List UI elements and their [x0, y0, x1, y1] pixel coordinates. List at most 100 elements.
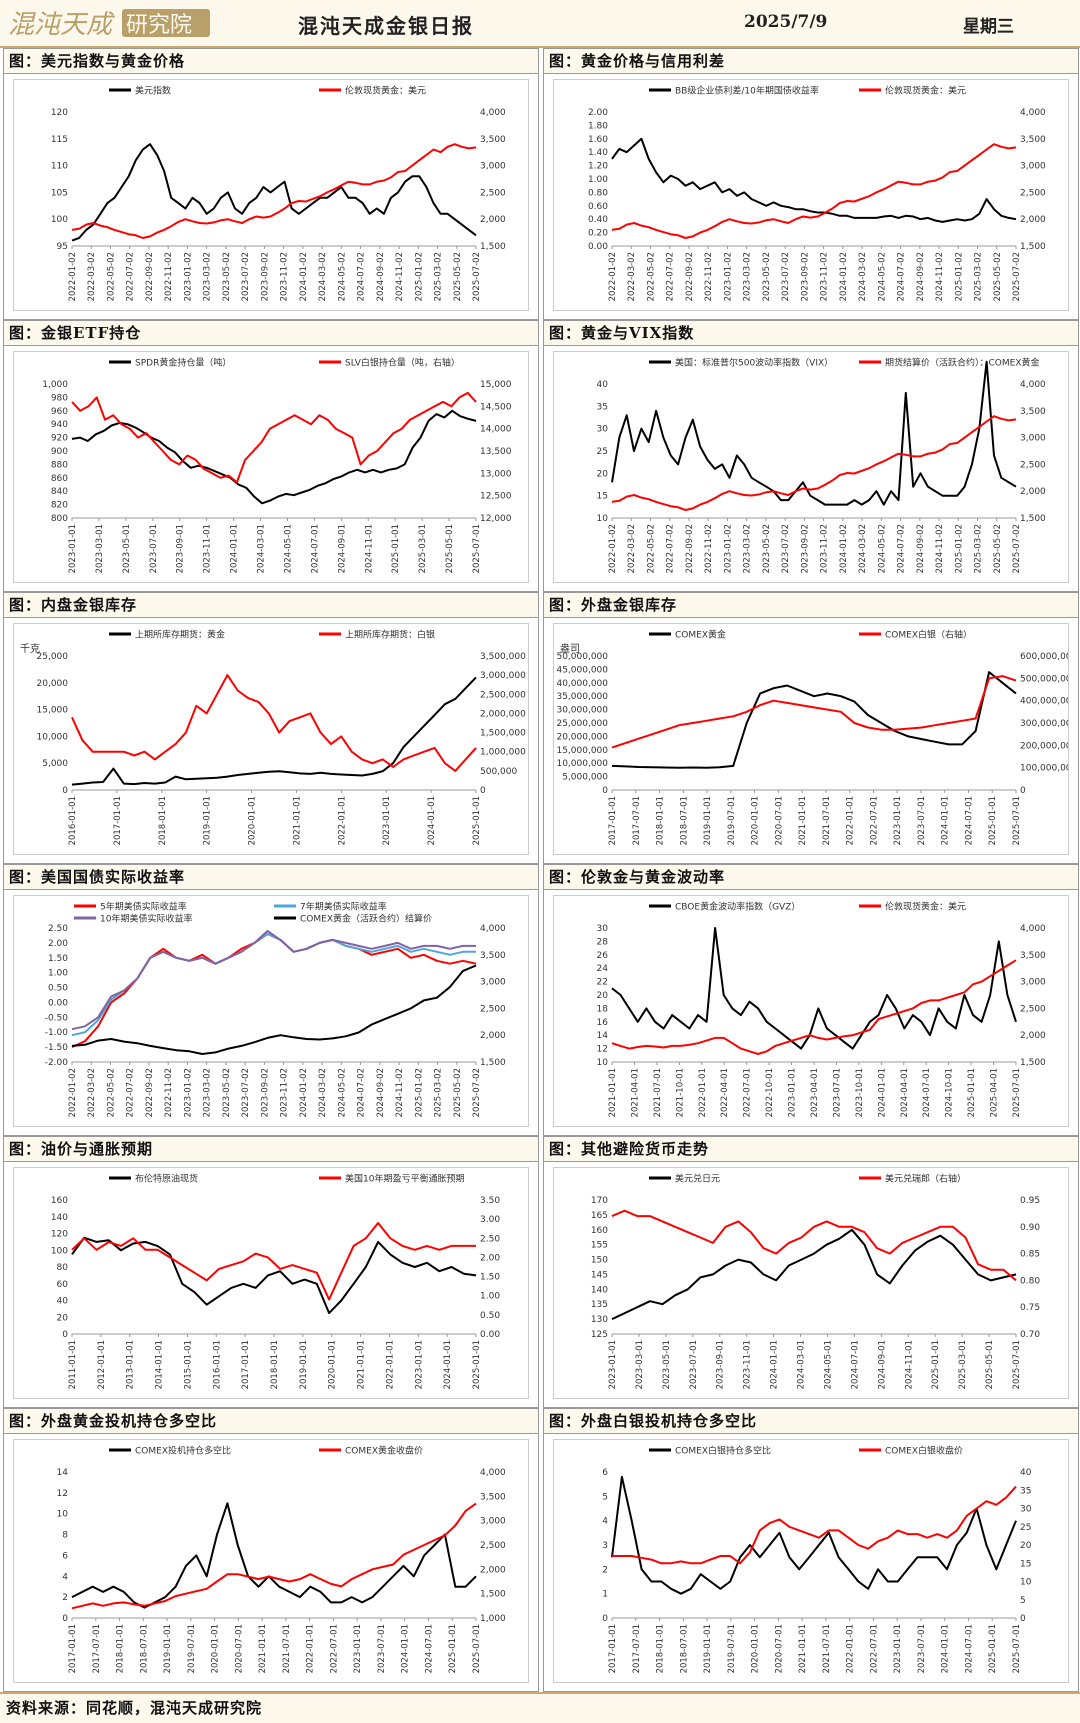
x-tick-label: 2023-07-02 — [781, 252, 791, 301]
chart-panel: 图：伦敦金与黄金波动率 CBOE黄金波动率指数（GVZ） 伦敦现货黄金：美元 10 12… — [543, 864, 1079, 1136]
x-tick-label: 2018-01-01 — [656, 796, 666, 845]
y-right-tick: 4,000 — [1020, 924, 1046, 934]
y-right-tick: 3,000 — [1020, 434, 1046, 444]
x-tick-label: 2023-07-01 — [689, 1340, 699, 1389]
chart-area: BB级企业债利差/10年期国债收益率 伦敦现货黄金：美元 0.00 0.20 0.40 0… — [553, 79, 1069, 311]
y-left-tick: 140 — [51, 1213, 68, 1223]
y-right-tick: 1,500 — [480, 1590, 506, 1600]
y-left-tick: 5 — [602, 1492, 608, 1502]
x-tick-label: 2025-05-02 — [993, 524, 1003, 573]
x-tick-label: 2017-01-01 — [241, 1340, 251, 1389]
legend-label: 美国10年期盈亏平衡通胀预期 — [345, 1173, 464, 1185]
report-title: 混沌天成金银日报 — [298, 14, 474, 38]
x-tick-label: 2017-01-01 — [68, 1624, 78, 1673]
series-line — [611, 143, 1017, 239]
x-tick-label: 2017-01-01 — [608, 796, 618, 845]
y-right-tick: 2,000 — [1020, 487, 1046, 497]
x-tick-label: 2024-01-01 — [941, 796, 951, 845]
y-right-tick: 3,500 — [480, 135, 506, 145]
x-tick-label: 2023-07-01 — [377, 1624, 387, 1673]
x-tick-label: 2024-05-02 — [337, 252, 347, 301]
chart-area: 布伦特原油现货 美国10年期盈亏平衡通胀预期 0 20 40 60 80 100 120 140 1… — [13, 1167, 529, 1399]
x-tick-label: 2023-05-02 — [762, 252, 772, 301]
x-tick-label: 2025-03-01 — [418, 524, 428, 573]
y-left-tick: 30 — [597, 924, 609, 934]
x-tick-label: 2025-07-02 — [472, 252, 482, 301]
x-tick-label: 2020-07-01 — [234, 1624, 244, 1673]
y-right-tick: 3,500 — [1020, 951, 1046, 961]
x-tick-label: 2023-07-02 — [241, 1068, 251, 1117]
x-tick-label: 2022-07-02 — [126, 252, 136, 301]
y-left-tick: 95 — [57, 242, 68, 252]
x-tick-label: 2025-01-01 — [988, 796, 998, 845]
x-tick-label: 2022-04-01 — [720, 1068, 730, 1117]
y-right-tick: 3,500,000 — [480, 652, 526, 662]
legend-label: 美元指数 — [135, 85, 171, 97]
y-left-tick: -1.00 — [45, 1028, 69, 1038]
x-tick-label: 2023-01-02 — [183, 252, 193, 301]
y-right-tick: 5 — [1020, 1596, 1026, 1606]
legend-label: 上期所库存期货：黄金 — [135, 629, 225, 641]
legend-entry: 美国10年期盈亏平衡通胀预期 — [319, 1173, 464, 1185]
x-tick-label: 2024-01-02 — [839, 252, 849, 301]
x-tick-label: 2023-11-02 — [820, 252, 830, 301]
y-left-tick: 125 — [591, 1330, 608, 1340]
x-tick-label: 2018-01-01 — [270, 1340, 280, 1389]
x-tick-label: 2020-01-01 — [751, 796, 761, 845]
x-tick-label: 2025-07-01 — [1012, 1068, 1022, 1117]
legend-label: 伦敦现货黄金：美元 — [345, 85, 426, 97]
y-left-tick: 920 — [51, 434, 68, 444]
chart-title: 图：美国国债实际收益率 — [4, 865, 538, 890]
x-tick-label: 2023-09-02 — [800, 524, 810, 573]
x-tick-label: 2024-01-01 — [230, 524, 240, 573]
x-tick-label: 2023-11-02 — [280, 1068, 290, 1117]
y-left-tick: 26 — [597, 951, 609, 961]
y-left-tick: 0 — [602, 786, 608, 796]
chart-area: 美国：标准普尔500波动率指数（VIX） 期货结算价（活跃合约）：COMEX黄金 1… — [553, 351, 1069, 583]
y-left-tick: 25,000 — [37, 652, 69, 662]
y-left-tick: 20 — [57, 1313, 69, 1323]
chart-area: 上期所库存期货：黄金 上期所库存期货：白银 千克 0 5,000 10,000 15,000… — [13, 623, 529, 855]
x-tick-label: 2024-07-01 — [310, 524, 320, 573]
y-left-tick: 5,000 — [42, 759, 68, 769]
y-left-tick: 880 — [51, 460, 68, 470]
x-tick-label: 2022-09-02 — [145, 252, 155, 301]
y-left-tick: 45,000,000 — [556, 665, 608, 675]
legend-entry: 布伦特原油现货 — [109, 1173, 198, 1185]
line-chart: COMEX黄金 COMEX白银（右轴） 盎司 0 5,000,000 10,000,000… — [556, 629, 1068, 846]
x-tick-label: 2025-03-02 — [974, 524, 984, 573]
series-line — [71, 409, 477, 505]
x-tick-label: 2022-05-02 — [106, 252, 116, 301]
legend-label: COMEX白银收盘价 — [885, 1445, 963, 1457]
y-right-tick: 4,000 — [480, 924, 506, 934]
y-right-tick: 3,000 — [1020, 162, 1046, 172]
legend-entry: 10年期美债实际收益率 — [74, 913, 192, 925]
y-left-tick: 120 — [51, 108, 68, 118]
legend-entry: COMEX白银持仓多空比 — [649, 1445, 771, 1457]
y-right-tick: 2,000 — [1020, 1031, 1046, 1041]
y-right-tick: 3.00 — [480, 1215, 500, 1225]
x-tick-label: 2023-01-02 — [183, 1068, 193, 1117]
chart-area: COMEX投机持仓多空比 COMEX黄金收盘价 0 2 4 6 8 10 12 14 1,000 1,… — [13, 1439, 529, 1683]
x-tick-label: 2024-01-01 — [443, 1340, 453, 1389]
x-tick-label: 2017-07-01 — [92, 1624, 102, 1673]
y-right-tick: 0 — [480, 786, 486, 796]
x-tick-label: 2023-07-01 — [832, 1068, 842, 1117]
x-tick-label: 2025-04-01 — [990, 1068, 1000, 1117]
x-tick-label: 2024-10-01 — [945, 1068, 955, 1117]
x-tick-label: 2014-01-01 — [155, 1340, 165, 1389]
x-tick-label: 2022-11-02 — [704, 524, 714, 573]
x-tick-label: 2018-01-01 — [656, 1624, 666, 1673]
x-tick-label: 2022-01-01 — [698, 1068, 708, 1117]
y-left-tick: 10 — [57, 1510, 69, 1520]
x-tick-label: 2025-01-02 — [414, 252, 424, 301]
y-left-tick: 25 — [597, 447, 608, 457]
x-tick-label: 2023-01-01 — [893, 1624, 903, 1673]
x-tick-label: 2025-01-01 — [391, 524, 401, 573]
x-tick-label: 2025-05-01 — [445, 524, 455, 573]
x-tick-label: 2022-05-02 — [646, 524, 656, 573]
x-tick-label: 2024-11-01 — [364, 524, 374, 573]
x-tick-label: 2017-01-01 — [608, 1624, 618, 1673]
y-left-tick: 40 — [57, 1297, 69, 1307]
y-left-tick: 15,000 — [37, 706, 69, 716]
